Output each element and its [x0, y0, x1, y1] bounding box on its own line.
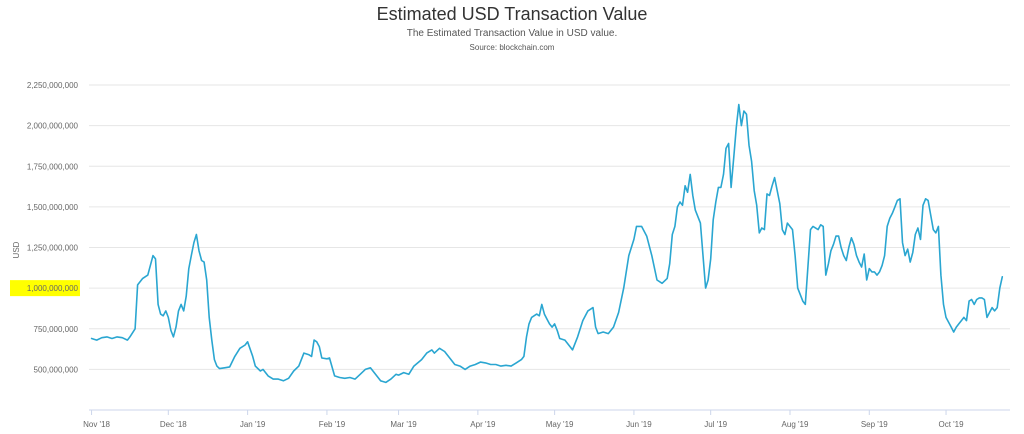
y-tick-label: 2,000,000,000 — [27, 122, 79, 131]
x-tick-label: Mar '19 — [390, 420, 417, 429]
x-tick-label: Nov '18 — [83, 420, 110, 429]
y-tick-label: 1,500,000,000 — [27, 203, 79, 212]
y-tick-label: 1,000,000,000 — [27, 284, 79, 293]
x-tick-label: Jul '19 — [704, 420, 727, 429]
tick-highlight-layer — [10, 280, 80, 297]
chart-source: Source: blockchain.com — [469, 43, 555, 52]
y-tick-label: 1,250,000,000 — [27, 244, 79, 253]
x-tick-label: Dec '18 — [160, 420, 187, 429]
x-tick-label: Jun '19 — [626, 420, 652, 429]
x-tick-label: Aug '19 — [782, 420, 809, 429]
y-tick-label: 2,250,000,000 — [27, 81, 79, 90]
tick-highlight — [10, 280, 80, 297]
x-tick-label: Oct '19 — [938, 420, 964, 429]
x-tick-label: May '19 — [546, 420, 574, 429]
y-tick-label: 750,000,000 — [34, 325, 79, 334]
x-tick-label: Feb '19 — [319, 420, 346, 429]
series-line — [90, 103, 1004, 384]
grid-lines — [89, 84, 1010, 370]
chart-title: Estimated USD Transaction Value — [376, 4, 648, 24]
chart-subtitle: The Estimated Transaction Value in USD v… — [406, 28, 618, 39]
x-tick-label: Jan '19 — [240, 420, 266, 429]
y-tick-label: 500,000,000 — [34, 365, 79, 374]
y-axis-ticks: 500,000,000 750,000,000 1,000,000,000 1,250… — [27, 81, 79, 374]
x-tick-label: Sep '19 — [861, 420, 888, 429]
y-axis-label: USD — [12, 241, 21, 258]
x-axis: Nov '18 Dec '18 Jan '19 Feb '19 Mar '19 Apr '… — [83, 409, 1010, 429]
series-layer — [90, 103, 1004, 384]
y-tick-label: 1,750,000,000 — [27, 162, 79, 171]
x-tick-label: Apr '19 — [470, 420, 496, 429]
